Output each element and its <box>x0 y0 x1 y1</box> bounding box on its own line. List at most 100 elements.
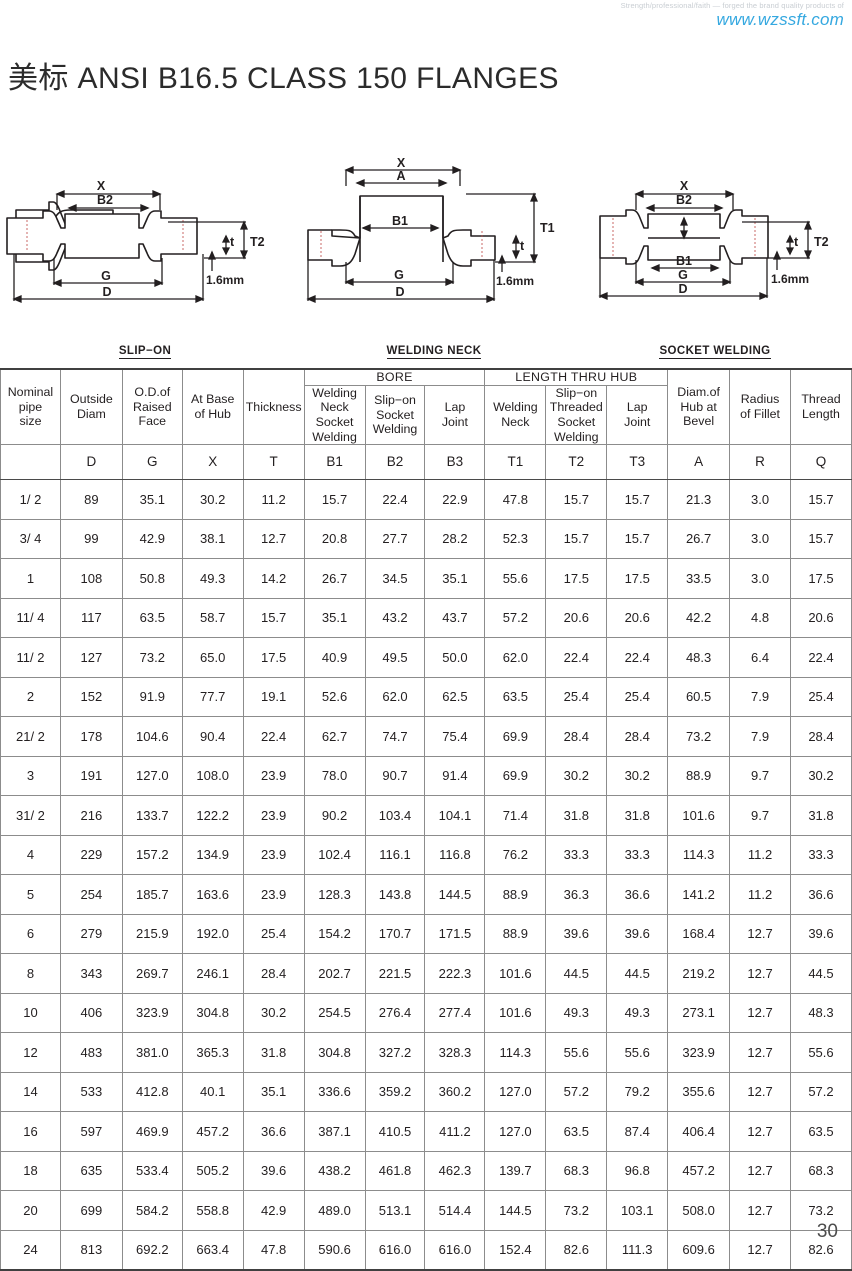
cell-B3: 35.1 <box>424 558 486 599</box>
label-B2: B2 <box>676 193 692 207</box>
cell-A: 73.2 <box>667 716 731 757</box>
cell-T3: 15.7 <box>606 518 669 560</box>
cell-B3: 91.4 <box>424 755 486 797</box>
cell-Q: 30.2 <box>789 755 852 797</box>
cell-B3: 116.8 <box>424 834 486 876</box>
cell-B2: 62.0 <box>364 676 426 718</box>
symbol-A: A <box>667 444 731 481</box>
cell-B2: 410.5 <box>364 1111 426 1152</box>
cell-Q: 39.6 <box>789 913 852 955</box>
cell-T2: 55.6 <box>545 1032 608 1073</box>
cell-T2: 68.3 <box>545 1150 608 1192</box>
cell-R: 12.7 <box>729 1229 791 1271</box>
cell-A: 42.2 <box>667 597 731 639</box>
figure-socket-welding: X B2 B1 G D T2 t 1.6mm SOCKET WELDING <box>578 140 852 365</box>
symbol-Q: Q <box>789 444 852 481</box>
welding-neck-drawing: X A B1 G D T1 t 1.6mm <box>306 156 555 303</box>
cell-B3: 144.5 <box>424 874 486 915</box>
figure-caption-slip-on: SLIP−ON <box>118 345 172 359</box>
symbol-T2: T2 <box>545 444 608 481</box>
cell-D: 635 <box>59 1150 123 1192</box>
cell-T3: 96.8 <box>606 1150 669 1192</box>
cell-B3: 50.0 <box>424 637 486 678</box>
cell-D: 406 <box>59 992 123 1034</box>
col-header-diam-hub-at-bevel: Diam.of Hub at Bevel <box>667 368 731 446</box>
cell-nominal: 16 <box>0 1111 61 1152</box>
cell-nominal: 14 <box>0 1071 61 1113</box>
cell-B3: 411.2 <box>424 1111 486 1152</box>
cell-B1: 40.9 <box>303 637 366 678</box>
cell-D: 699 <box>59 1190 123 1231</box>
label-T1: T1 <box>540 221 555 235</box>
nominal-line-3: size <box>19 414 42 429</box>
table-row: 14 533 412.8 40.1 35.1 336.6 359.2 360.2 127.0 57… <box>0 1071 852 1113</box>
cell-A: 168.4 <box>667 913 731 955</box>
cell-X: 49.3 <box>181 558 244 599</box>
cell-B1: 52.6 <box>303 676 366 718</box>
label-G: G <box>678 268 688 282</box>
cell-T: 23.9 <box>242 834 305 876</box>
label-t: t <box>520 239 525 253</box>
cell-T1: 71.4 <box>484 795 547 836</box>
symbol-B2: B2 <box>364 444 426 481</box>
cell-T: 47.8 <box>242 1229 305 1271</box>
cell-G: 35.1 <box>121 479 183 520</box>
cell-X: 134.9 <box>181 834 244 876</box>
cell-R: 3.0 <box>729 558 791 599</box>
symbol-row: D G X T B1 B2 B3 T1 T2 T3 A R Q <box>0 444 852 481</box>
cell-D: 813 <box>59 1229 123 1271</box>
cell-X: 663.4 <box>181 1229 244 1271</box>
cell-T2: 36.3 <box>545 874 608 915</box>
cell-D: 127 <box>59 637 123 678</box>
table-row: 3/ 4 99 42.9 38.1 12.7 20.8 27.7 28.2 52.3 15.7 15… <box>0 518 852 560</box>
cell-B1: 128.3 <box>303 874 366 915</box>
figure-caption-socket-welding: SOCKET WELDING <box>659 345 771 359</box>
cell-A: 88.9 <box>667 755 731 797</box>
cell-B3: 514.4 <box>424 1190 486 1231</box>
cell-nominal: 1 <box>0 558 61 599</box>
cell-T: 22.4 <box>242 716 305 757</box>
cell-T3: 87.4 <box>606 1111 669 1152</box>
cell-B1: 336.6 <box>303 1071 366 1113</box>
cell-B1: 154.2 <box>303 913 366 955</box>
table-row: 8 343 269.7 246.1 28.4 202.7 221.5 222.3 101.6 44… <box>0 953 852 994</box>
cell-B1: 26.7 <box>303 558 366 599</box>
cell-R: 4.8 <box>729 597 791 639</box>
cell-B2: 49.5 <box>364 637 426 678</box>
table-row: 12 483 381.0 365.3 31.8 304.8 327.2 328.3 114.3 5… <box>0 1032 852 1073</box>
cell-R: 12.7 <box>729 1190 791 1231</box>
cell-B1: 35.1 <box>303 597 366 639</box>
table-head: Nominal pipe size Outside Diam O.D.of Ra… <box>0 367 852 481</box>
table-row: 10 406 323.9 304.8 30.2 254.5 276.4 277.4 101.6 4… <box>0 992 852 1034</box>
cell-G: 269.7 <box>121 953 183 994</box>
cell-B2: 170.7 <box>364 913 426 955</box>
table-row: 16 597 469.9 457.2 36.6 387.1 410.5 411.2 127.0 6… <box>0 1111 852 1152</box>
cell-Q: 15.7 <box>789 479 852 520</box>
symbol-nominal <box>0 444 61 481</box>
cell-T1: 69.9 <box>484 755 547 797</box>
cell-T3: 25.4 <box>606 676 669 718</box>
label-T2: T2 <box>814 235 829 249</box>
slip-on-drawing: X B2 G D T2 t 1.6mm <box>6 179 265 303</box>
label-G: G <box>394 268 404 282</box>
cell-R: 6.4 <box>729 637 791 678</box>
cell-T2: 31.8 <box>545 795 608 836</box>
group-header-row: Nominal pipe size Outside Diam O.D.of Ra… <box>0 367 852 446</box>
cell-T2: 73.2 <box>545 1190 608 1231</box>
cell-T3: 22.4 <box>606 637 669 678</box>
cell-B1: 102.4 <box>303 834 366 876</box>
cell-G: 692.2 <box>121 1229 183 1271</box>
col-header-b2: Slip−on Socket Welding <box>364 384 426 446</box>
cell-G: 185.7 <box>121 874 183 915</box>
table-row: 6 279 215.9 192.0 25.4 154.2 170.7 171.5 88.9 39.… <box>0 913 852 955</box>
cell-G: 127.0 <box>121 755 183 797</box>
cell-T1: 52.3 <box>484 518 547 560</box>
cell-T1: 88.9 <box>484 913 547 955</box>
cell-A: 355.6 <box>667 1071 731 1113</box>
figure-caption-welding-neck: WELDING NECK <box>386 345 482 359</box>
cell-X: 122.2 <box>181 795 244 836</box>
cell-B3: 360.2 <box>424 1071 486 1113</box>
cell-B2: 43.2 <box>364 597 426 639</box>
cell-nominal: 21/ 2 <box>0 716 61 757</box>
table-row: 18 635 533.4 505.2 39.6 438.2 461.8 462.3 139.7 6… <box>0 1150 852 1192</box>
